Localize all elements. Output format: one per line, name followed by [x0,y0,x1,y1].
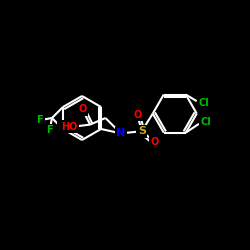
Text: O: O [78,104,86,114]
Text: Cl: Cl [198,98,209,108]
Text: N: N [116,128,126,138]
Text: S: S [138,126,146,136]
Text: HO: HO [61,122,78,132]
Text: F: F [46,125,53,135]
Text: Cl: Cl [200,117,211,127]
Text: F: F [36,115,43,125]
Text: F: F [58,123,65,133]
Text: O: O [133,110,141,120]
Text: O: O [151,137,159,147]
